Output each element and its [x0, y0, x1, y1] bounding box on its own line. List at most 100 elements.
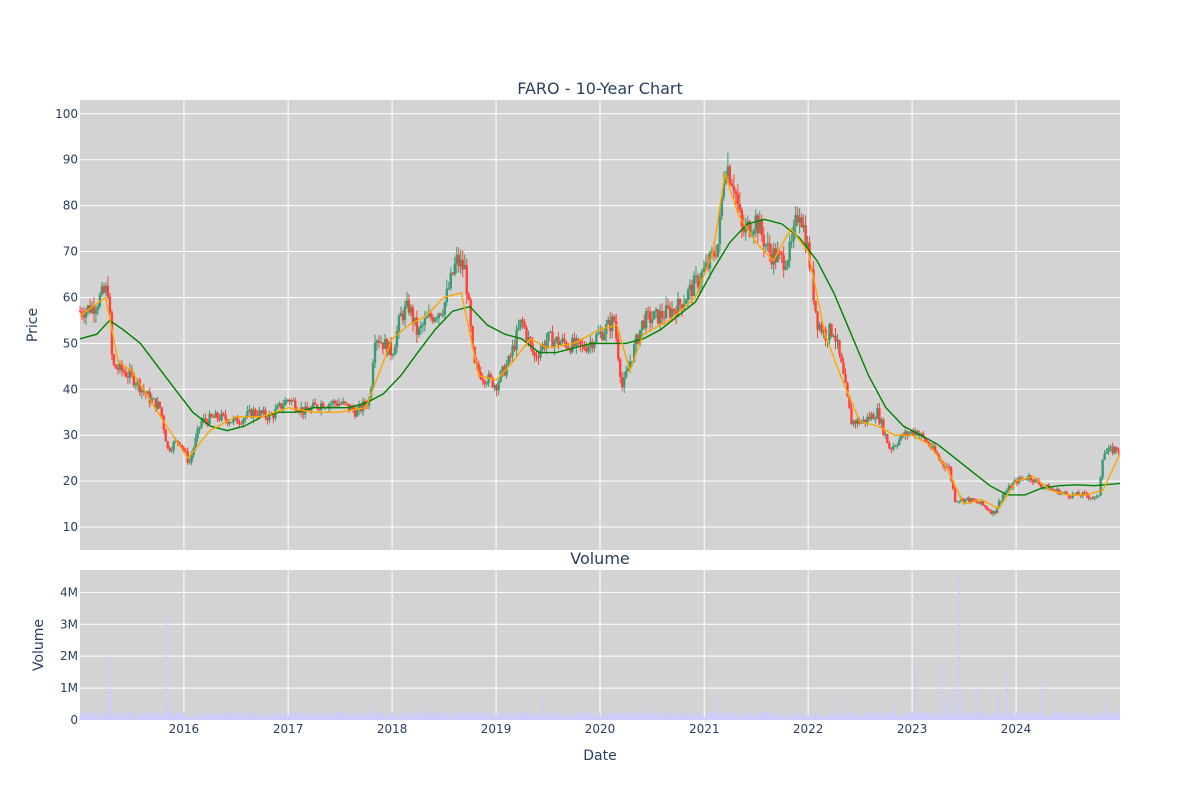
candle-down: [601, 331, 604, 340]
candle-up: [1095, 496, 1098, 498]
candle-down: [477, 364, 480, 372]
candle-up: [836, 339, 839, 342]
candle-up: [1103, 453, 1106, 460]
candle-up: [150, 398, 153, 404]
candle-up: [1093, 496, 1096, 499]
volume-x-tick-label: 2022: [793, 722, 824, 736]
candle-down: [471, 326, 474, 348]
candle-up: [852, 420, 855, 425]
candle-up: [595, 334, 598, 343]
candle-up: [90, 305, 94, 313]
volume-x-tick-label: 2024: [1001, 722, 1032, 736]
candle-down: [728, 166, 732, 184]
candle-down: [573, 337, 576, 347]
candle-down: [461, 259, 464, 270]
candle-up: [246, 411, 249, 417]
candle-down: [778, 251, 781, 253]
candle-up: [910, 431, 913, 434]
candle-up: [497, 382, 500, 391]
candle-up: [718, 216, 722, 245]
candle-up: [194, 437, 197, 449]
candle-down: [987, 509, 991, 511]
candle-down: [415, 317, 419, 335]
candle-up: [262, 409, 265, 414]
candle-up: [754, 215, 757, 232]
candle-down: [1037, 480, 1041, 485]
candle-up: [545, 340, 548, 349]
candle-up: [832, 335, 835, 337]
candle-down: [619, 359, 622, 378]
candle-down: [184, 450, 187, 452]
candle-down: [469, 299, 472, 327]
candle-down: [890, 448, 893, 450]
candle-down: [617, 338, 620, 360]
candle-down: [513, 345, 516, 350]
price-y-tick-label: 70: [63, 245, 78, 259]
candle-down: [164, 429, 167, 442]
candle-down: [401, 312, 405, 321]
price-chart-title: FARO - 10-Year Chart: [517, 79, 683, 98]
candle-up: [634, 334, 638, 345]
candle-down: [168, 447, 171, 451]
volume-y-tick-label: 1M: [60, 681, 78, 695]
price-y-tick-label: 100: [55, 107, 78, 121]
price-y-tick-label: 30: [63, 428, 78, 442]
candle-up: [1109, 446, 1112, 448]
candle-down: [1039, 484, 1043, 488]
candle-up: [874, 418, 877, 420]
candle-down: [696, 275, 700, 288]
candle-up: [630, 361, 634, 363]
candle-down: [182, 447, 185, 451]
candle-up: [710, 251, 714, 253]
candle-down: [1117, 450, 1120, 452]
candle-up: [624, 371, 628, 378]
candle-up: [1097, 495, 1100, 497]
candle-down: [343, 401, 347, 404]
candle-down: [1053, 489, 1056, 491]
candle-down: [551, 331, 554, 348]
candle-up: [290, 400, 293, 402]
candle-up: [419, 325, 423, 328]
candle-down: [993, 511, 997, 514]
candle-down: [429, 313, 433, 318]
candle-down: [846, 382, 849, 397]
candle-down: [389, 341, 393, 356]
candle-down: [296, 410, 299, 412]
candle-up: [463, 264, 466, 270]
candle-down: [345, 403, 349, 405]
candle-up: [104, 285, 108, 293]
candle-down: [906, 431, 909, 436]
candle-down: [206, 420, 209, 425]
candle-up: [1063, 492, 1066, 494]
candle-up: [704, 262, 708, 269]
candle-down: [1029, 475, 1033, 481]
candle-down: [812, 269, 815, 301]
candle-up: [208, 413, 211, 425]
candle-down: [949, 467, 953, 481]
candle-down: [768, 243, 771, 253]
candle-down: [668, 307, 672, 318]
volume-y-tick-label: 0: [70, 713, 78, 727]
candle-down: [951, 480, 955, 489]
candle-up: [511, 345, 514, 357]
candle-down: [176, 440, 179, 443]
candle-down: [216, 412, 219, 419]
candle-down: [886, 434, 889, 444]
candle-up: [955, 501, 959, 503]
candle-down: [260, 410, 263, 414]
price-y-axis: 10 20 30 40 50 60 70 80 90 100: [55, 107, 78, 534]
volume-x-tick-label: 2021: [689, 722, 720, 736]
price-y-tick-label: 80: [63, 199, 78, 213]
candle-down: [557, 336, 560, 345]
candle-up: [764, 244, 767, 247]
candle-up: [258, 410, 261, 418]
candle-down: [648, 311, 652, 324]
candle-up: [1089, 497, 1092, 499]
candle-down: [567, 347, 570, 349]
candle-up: [722, 182, 726, 197]
candle-down: [294, 400, 297, 411]
candle-down: [1083, 492, 1086, 494]
price-y-tick-label: 10: [63, 520, 78, 534]
candle-down: [222, 413, 225, 415]
volume-bars: [79, 573, 1121, 720]
